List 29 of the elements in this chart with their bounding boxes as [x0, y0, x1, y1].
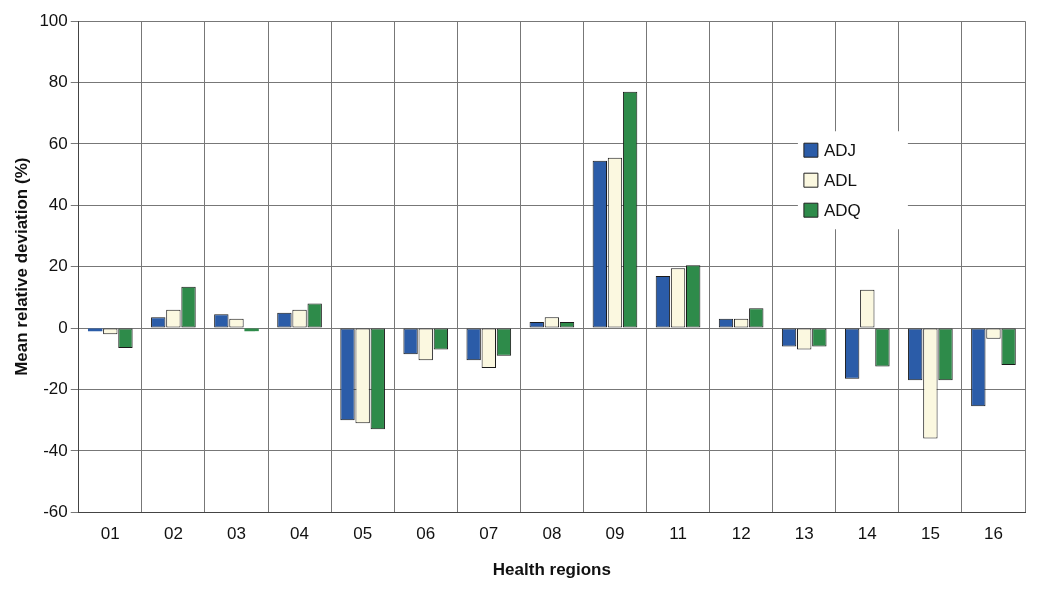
- y-tick-label: 80: [48, 72, 68, 92]
- x-tick-label: 16: [984, 524, 1003, 544]
- legend-label: ADJ: [823, 140, 857, 160]
- y-tick-label: -60: [43, 501, 68, 521]
- legend-label: ADQ: [823, 200, 861, 220]
- y-tick-label: 40: [48, 195, 68, 215]
- y-tick-label: 60: [48, 133, 68, 153]
- x-tick-label: 02: [163, 524, 183, 544]
- x-tick-label: 15: [920, 524, 940, 544]
- x-tick-label: 05: [353, 524, 373, 544]
- x-tick-label: 12: [731, 524, 751, 544]
- x-tick-label: 07: [479, 524, 499, 544]
- y-axis-title: Mean relative deviation (%): [11, 157, 31, 376]
- x-tick-label: 13: [794, 524, 814, 544]
- x-tick-label: 06: [416, 524, 436, 544]
- x-tick-label: 03: [227, 524, 246, 544]
- y-tick-label: 0: [58, 317, 68, 337]
- y-tick-label: -20: [43, 379, 68, 399]
- y-tick-label: -40: [43, 440, 68, 460]
- x-axis-title: Health regions: [492, 560, 611, 580]
- y-tick-label: 100: [39, 10, 68, 30]
- x-tick-label: 01: [100, 524, 120, 544]
- y-tick-label: 20: [48, 256, 68, 276]
- legend-label: ADL: [823, 170, 857, 190]
- x-tick-label: 14: [857, 524, 877, 544]
- x-tick-label: 11: [669, 524, 687, 544]
- x-tick-label: 04: [290, 524, 310, 544]
- x-tick-label: 09: [605, 524, 625, 544]
- x-tick-label: 08: [542, 524, 562, 544]
